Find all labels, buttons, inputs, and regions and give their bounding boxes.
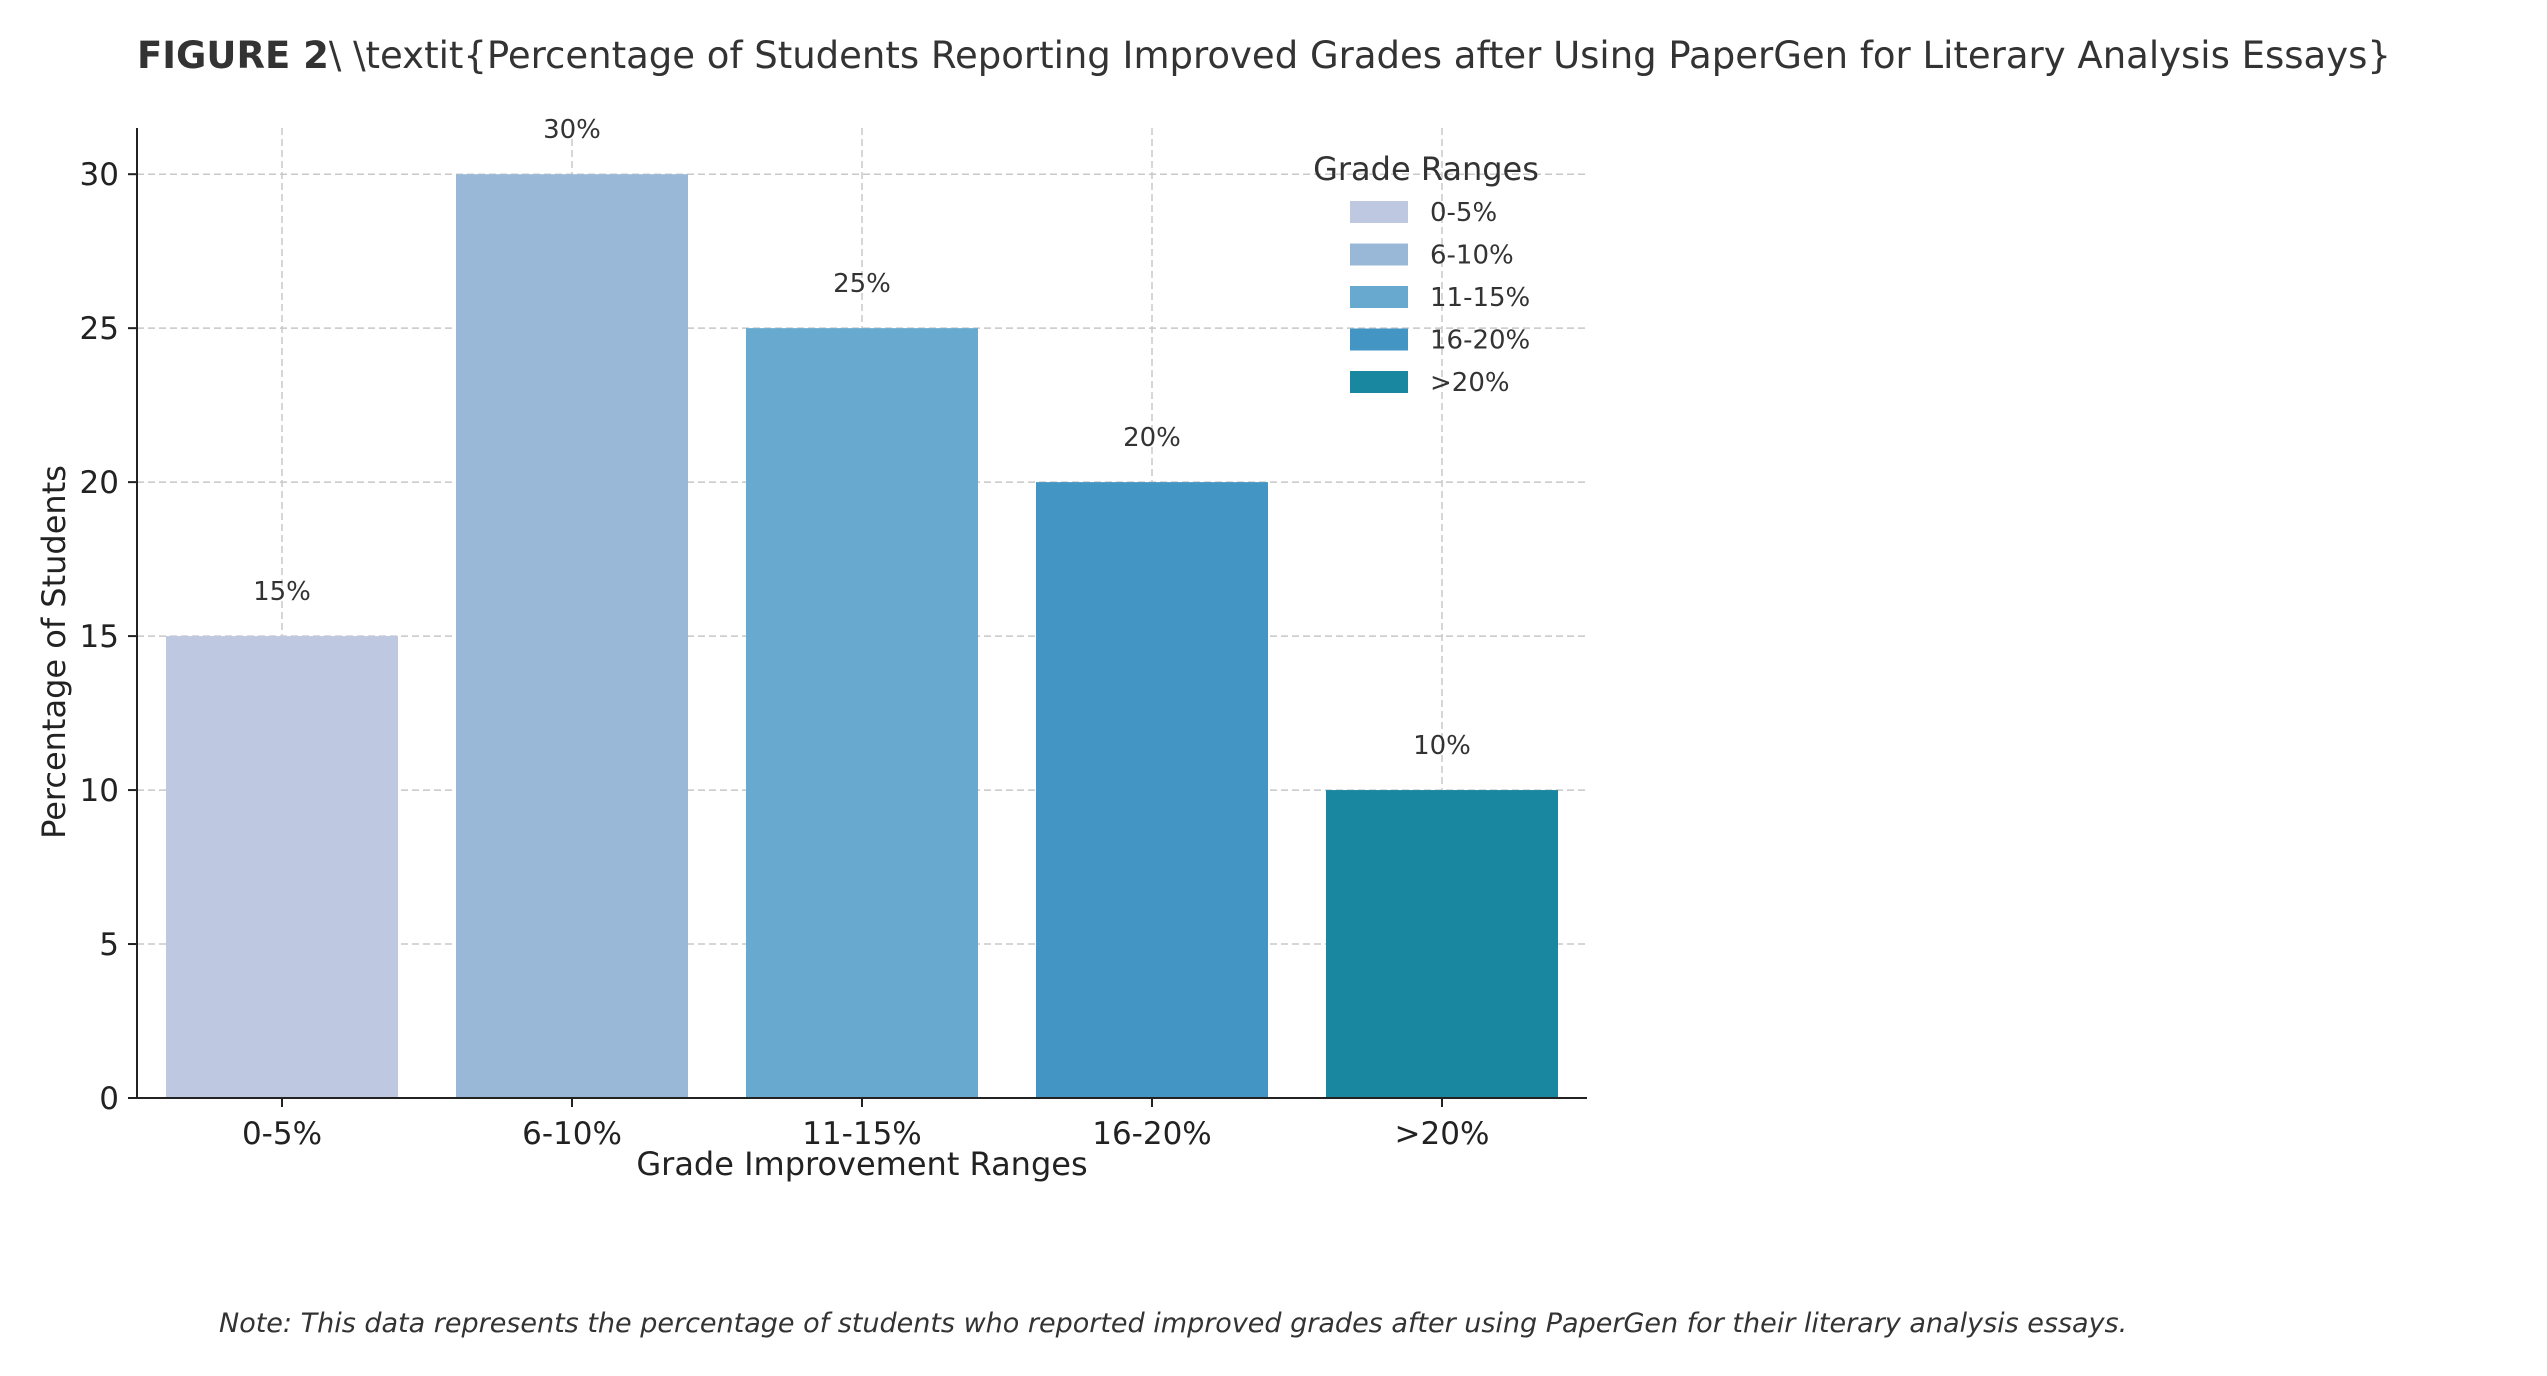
legend-swatch <box>1350 286 1408 308</box>
figure-label: FIGURE 2 <box>137 34 329 77</box>
bars <box>166 174 1558 1099</box>
x-tick-label: 16-20% <box>1092 1116 1212 1152</box>
y-tick-label: 0 <box>99 1081 119 1117</box>
bar-value-label: 25% <box>833 269 891 299</box>
x-tick-label: 6-10% <box>522 1116 622 1152</box>
legend-swatch <box>1350 371 1408 393</box>
bar <box>1036 482 1268 1099</box>
x-axis-title: Grade Improvement Ranges <box>636 1145 1087 1183</box>
legend-entry-label: 11-15% <box>1430 283 1530 313</box>
legend: Grade Ranges 0-5% 6-10% 11-15% 16-20% >20% <box>1313 150 1539 398</box>
legend-swatch <box>1350 328 1408 351</box>
bar <box>166 636 398 1098</box>
figure-title: FIGURE 2\ \textit{Percentage of Students… <box>137 34 2391 77</box>
bar-value-label: 15% <box>253 577 311 607</box>
y-tick-label: 15 <box>80 619 119 655</box>
legend-entry-label: 16-20% <box>1430 326 1530 356</box>
y-tick-label: 5 <box>99 927 119 963</box>
legend-swatch <box>1350 243 1408 266</box>
bar <box>1326 790 1558 1098</box>
bar <box>746 328 978 1099</box>
x-tick-label: >20% <box>1395 1116 1490 1152</box>
axes: 0 5 10 15 20 25 30 0-5% 6-10% 11-15% 16-20% >20% <box>80 128 1587 1152</box>
figure-title-text: \ \textit{Percentage of Students Reporti… <box>328 34 2391 77</box>
legend-title: Grade Ranges <box>1313 150 1539 188</box>
x-tick-label: 11-15% <box>802 1116 922 1152</box>
bar-value-label: 10% <box>1413 731 1471 761</box>
legend-entry-label: 6-10% <box>1430 241 1514 271</box>
bar <box>456 174 688 1098</box>
y-tick-label: 25 <box>80 311 119 347</box>
y-axis-title: Percentage of Students <box>35 465 73 839</box>
bar-value-label: 30% <box>543 115 601 145</box>
x-tick-label: 0-5% <box>242 1116 322 1152</box>
legend-entry-label: 0-5% <box>1430 198 1497 228</box>
bar-value-label: 20% <box>1123 423 1181 453</box>
y-tick-label: 20 <box>80 465 119 501</box>
legend-entry-label: >20% <box>1430 368 1510 398</box>
figure-note: Note: This data represents the percentag… <box>219 1308 2128 1339</box>
y-tick-label: 30 <box>80 157 119 193</box>
y-tick-label: 10 <box>80 773 119 809</box>
bar-value-labels: 15% 30% 25% 20% 10% <box>253 115 1471 761</box>
legend-swatch <box>1350 201 1408 223</box>
